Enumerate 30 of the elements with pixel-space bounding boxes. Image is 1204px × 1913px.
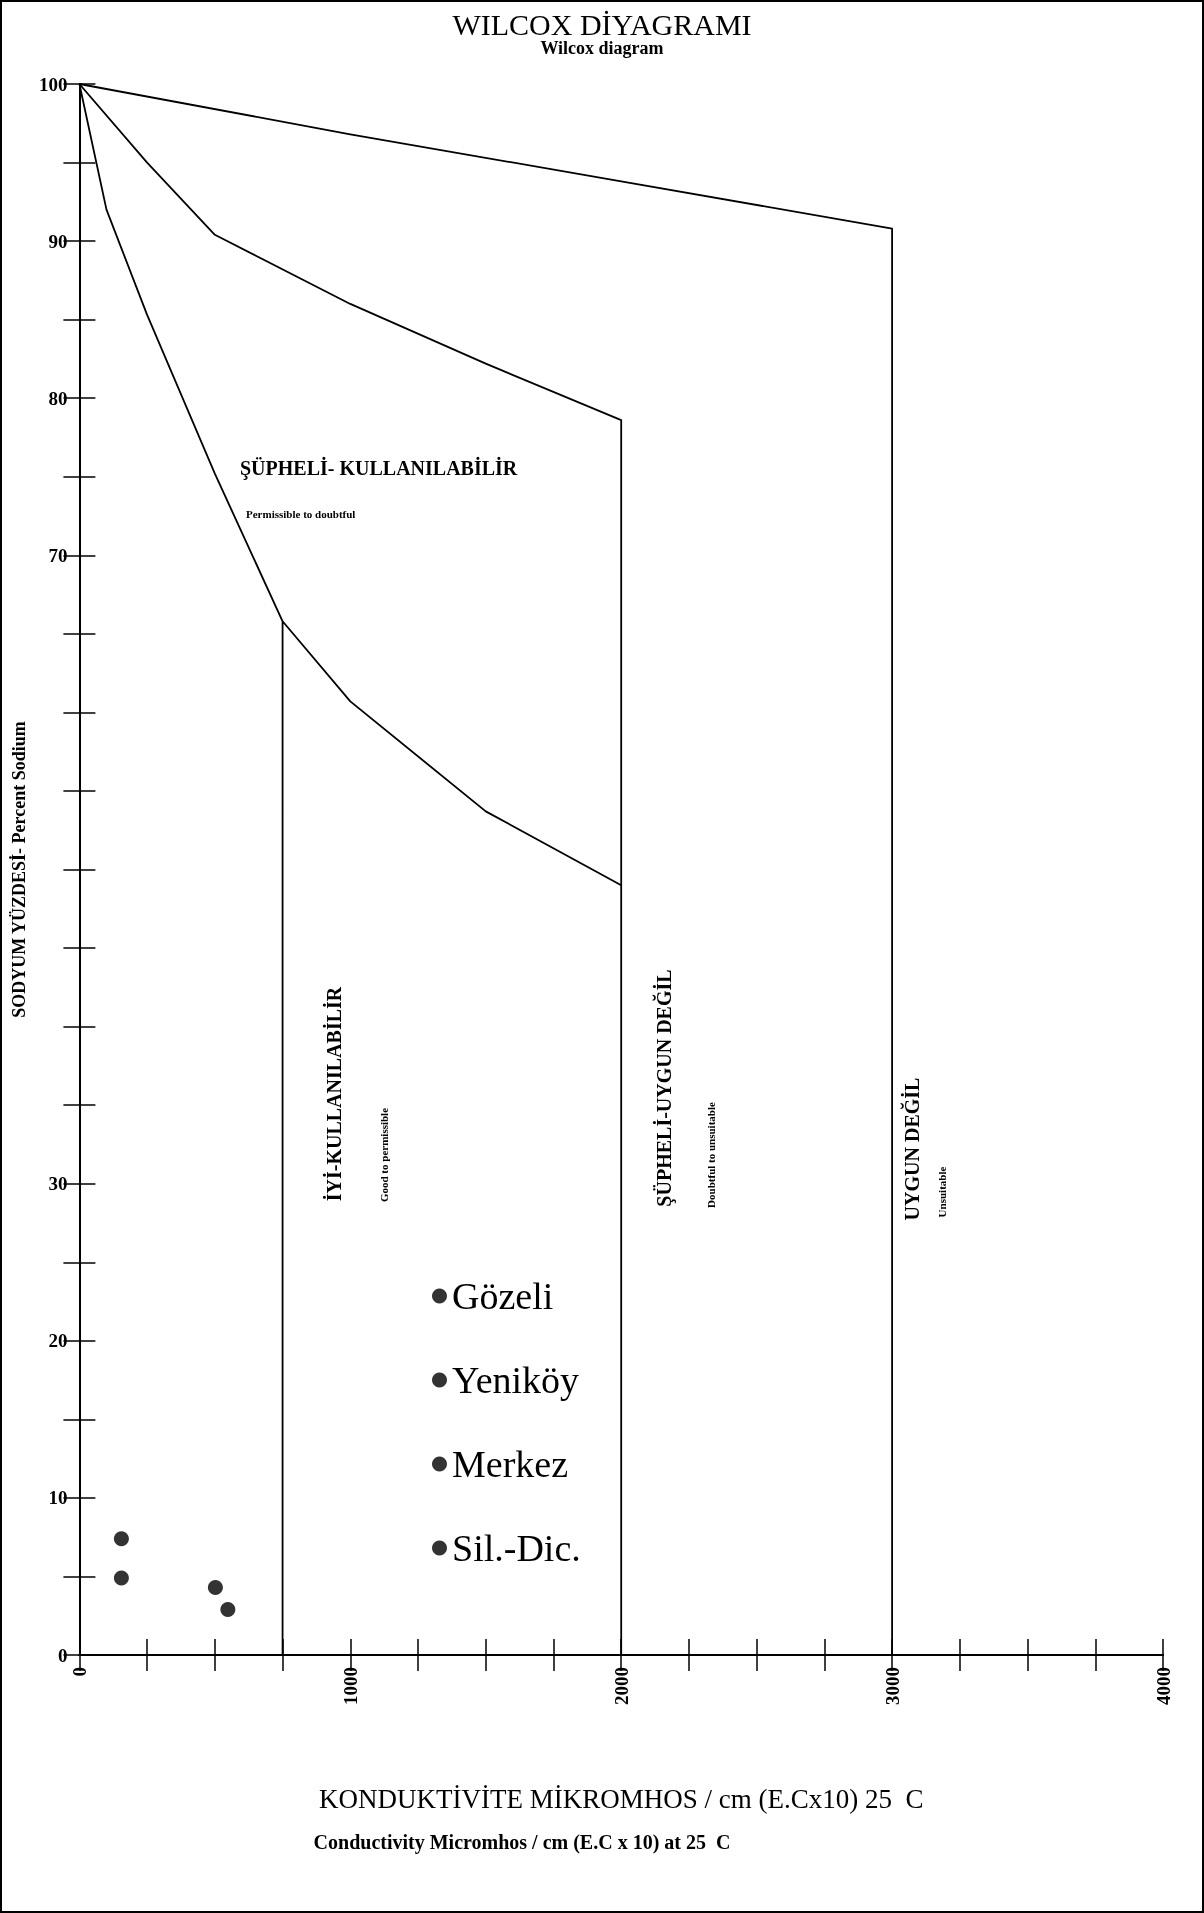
legend-label: Sil.-Dic. (452, 1527, 581, 1569)
y-tick-label: 10 (48, 1487, 68, 1509)
legend-label: Gözeli (452, 1275, 554, 1317)
annotation: ŞÜPHELİ-UYGUN DEĞİL (652, 969, 676, 1207)
x-tick-label: 3000 (881, 1667, 903, 1705)
y-axis-title: SODYUM YÜZDESİ- Percent Sodium (9, 721, 29, 1018)
annotation: UYGUN DEĞİL (900, 1077, 923, 1221)
y-tick-label: 30 (48, 1173, 68, 1195)
y-tick-label: 0 (57, 1644, 68, 1666)
x-tick-label: 4000 (1152, 1667, 1174, 1705)
annotation: Unsuitable (936, 1166, 948, 1218)
annotation: Good to permissible (378, 1107, 390, 1203)
x-tick-label: 0 (68, 1667, 90, 1677)
y-tick-label: 100 (38, 73, 68, 95)
chart-subtitle: Wilcox diagram (540, 38, 664, 58)
annotation: İYİ-KULLANILABİLİR (322, 986, 345, 1202)
y-tick-label: 70 (48, 544, 68, 566)
x-axis-title: KONDUKTİVİTE MİKROMHOS / cm (E.Cx10) 25 C (318, 1783, 924, 1814)
legend-label: Yeniköy (452, 1359, 580, 1401)
y-tick-label: 90 (48, 230, 68, 252)
annotation: ŞÜPHELİ- KULLANILABİLİR (240, 456, 518, 480)
annotation: Permissible to doubtful (246, 508, 356, 520)
chart-title: WILCOX DİYAGRAMI (452, 7, 752, 41)
annotation: Doubtful to unsuitable (705, 1102, 717, 1208)
legend-label: Merkez (452, 1443, 569, 1485)
x-tick-label: 2000 (610, 1667, 632, 1705)
y-tick-label: 80 (48, 387, 68, 409)
y-tick-label: 20 (48, 1330, 68, 1352)
text: Conductivity Micromhos / cm (E.C x 10) at 25 C (313, 1831, 731, 1854)
x-tick-label: 1000 (339, 1667, 361, 1705)
